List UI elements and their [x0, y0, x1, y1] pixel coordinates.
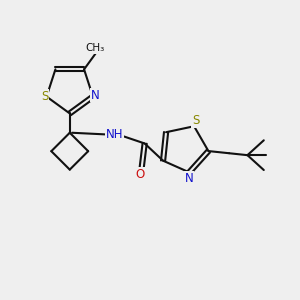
Text: S: S: [41, 89, 49, 103]
Text: CH₃: CH₃: [86, 44, 105, 53]
Text: N: N: [91, 88, 99, 102]
Text: S: S: [192, 114, 199, 128]
Text: N: N: [185, 172, 194, 185]
Text: NH: NH: [106, 128, 124, 141]
Text: O: O: [136, 168, 145, 181]
